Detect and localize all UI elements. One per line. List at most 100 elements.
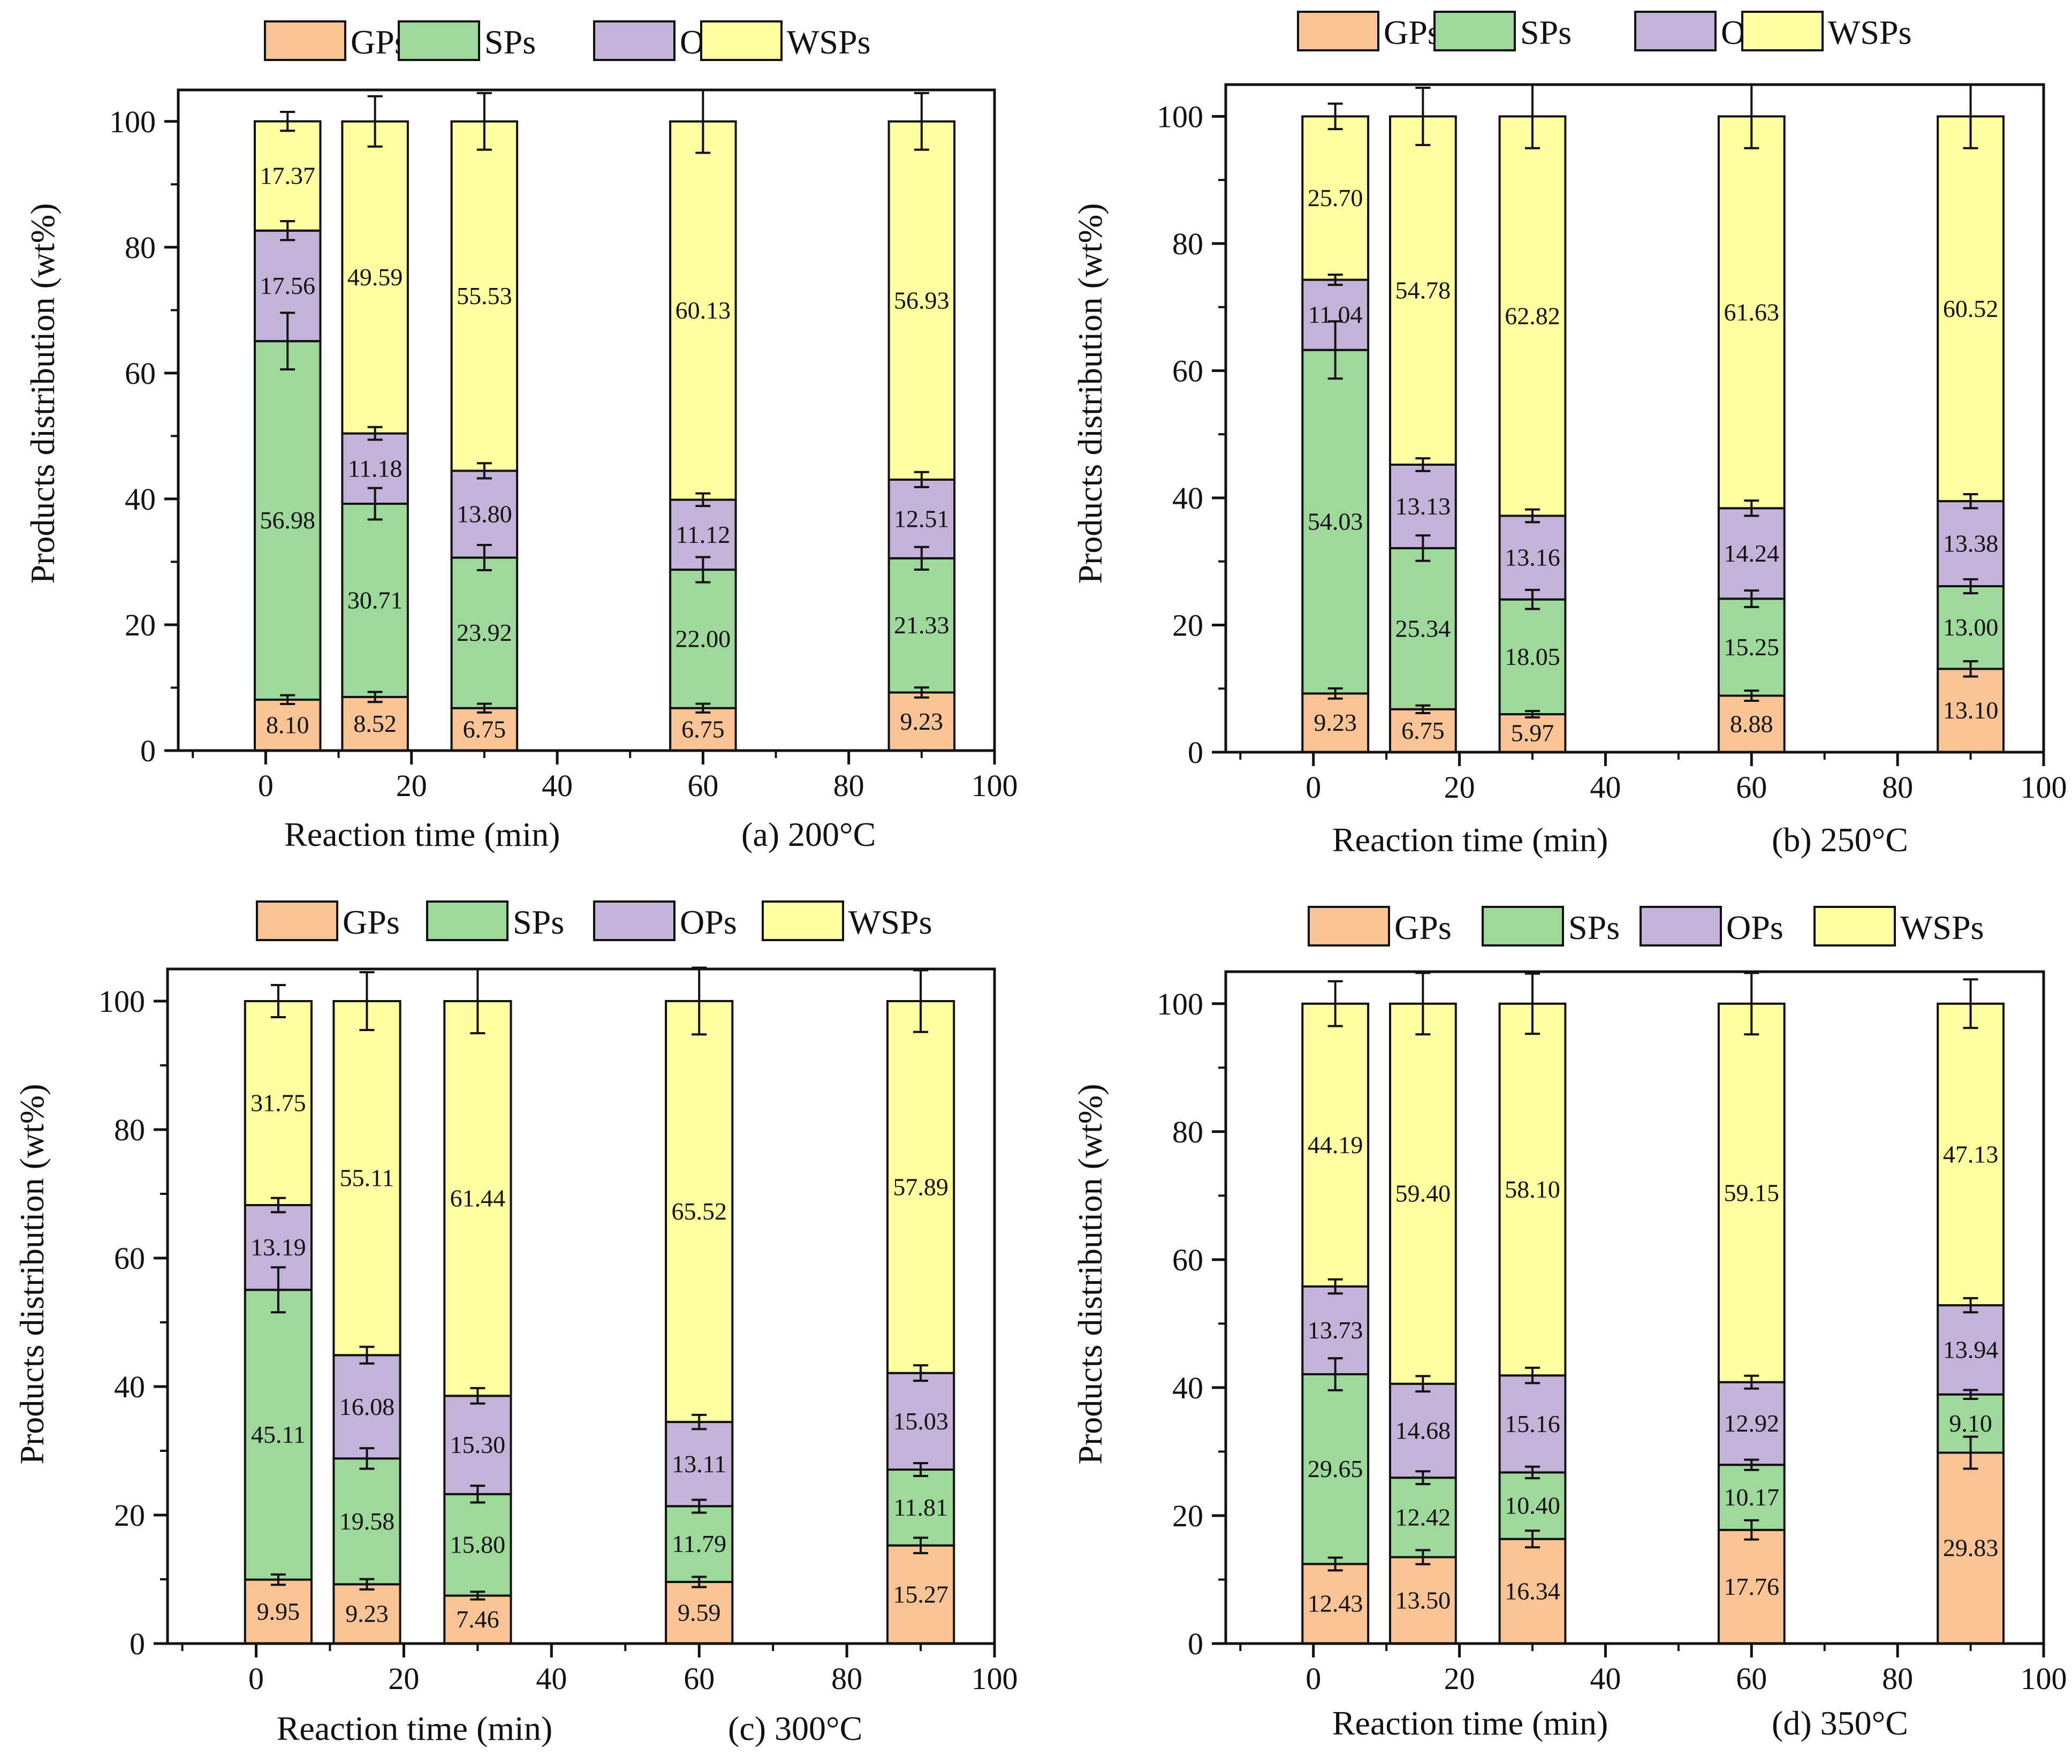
bar-segment-ops [665, 1421, 734, 1508]
legend-swatch-ops [1634, 11, 1717, 51]
y-axis-label: Products distribution (wt%) [1071, 203, 1109, 584]
bar-segment-gps [254, 698, 322, 752]
x-axis-label: Reaction time (min) [1332, 821, 1608, 859]
data-label: 8.10 [266, 711, 309, 738]
x-tick-label: 20 [1444, 1661, 1475, 1696]
data-label: 9.10 [1949, 1410, 1992, 1437]
plot-frame [1224, 83, 2045, 754]
y-axis-label: Products distribution (wt%) [24, 203, 62, 584]
data-label: 16.08 [339, 1393, 395, 1420]
bar-segment-wsps [1389, 1002, 1457, 1385]
data-label: 54.78 [1395, 277, 1451, 304]
data-label: 45.11 [251, 1421, 306, 1448]
data-label: 61.63 [1724, 298, 1780, 325]
bar-segment-sps [254, 340, 322, 701]
chart-panel-4: 12.43 29.65 13.73 44.19 13.50 12.42 14.68 59.40… [1071, 906, 2067, 1742]
legend-swatch-wsps [700, 20, 783, 61]
x-axis-label: Reaction time (min) [277, 1709, 552, 1747]
data-label: 25.34 [1395, 615, 1451, 642]
bar-segment-wsps [1937, 115, 2005, 503]
data-label: 12.51 [894, 505, 950, 532]
data-label: 59.15 [1724, 1179, 1780, 1206]
panel-caption: (a) 200°C [741, 815, 876, 853]
bar-segment-sps [887, 557, 956, 694]
legend-label-gps: GPs [1384, 13, 1441, 51]
data-label: 18.05 [1505, 643, 1560, 670]
bar-segment-sps [450, 556, 519, 709]
y-tick-label: 0 [1188, 1626, 1203, 1661]
data-label: 9.23 [345, 1600, 389, 1627]
y-tick-label: 40 [114, 1369, 145, 1404]
data-label: 8.88 [1730, 710, 1773, 737]
y-tick-label: 40 [125, 482, 156, 517]
legend-label-gps: GPs [343, 903, 400, 941]
data-label: 11.12 [676, 521, 731, 548]
bar-segment-wsps [665, 1000, 734, 1424]
legend-swatch-sps [1433, 11, 1516, 51]
y-tick-label: 100 [109, 104, 156, 139]
x-axis-label: Reaction time (min) [284, 815, 560, 853]
data-label: 12.42 [1395, 1503, 1451, 1531]
data-label: 8.52 [353, 710, 397, 737]
legend-swatch-wsps [1813, 906, 1896, 947]
data-label: 6.75 [463, 715, 506, 743]
data-label: 9.23 [1314, 709, 1357, 736]
bar-segment-ops [1498, 1374, 1567, 1474]
bar-segment-gps [1498, 713, 1567, 753]
y-tick-label: 0 [140, 733, 156, 768]
x-tick-label: 100 [972, 768, 1018, 803]
data-label: 17.37 [260, 162, 315, 190]
legend-swatch-gps [256, 900, 338, 941]
data-label: 15.25 [1724, 633, 1780, 661]
data-label: 15.27 [893, 1580, 948, 1608]
data-label: 15.03 [893, 1407, 948, 1435]
data-label: 55.53 [457, 282, 512, 309]
data-label: 65.52 [671, 1198, 727, 1225]
bar-segment-sps [1717, 597, 1786, 697]
data-label: 6.75 [1401, 717, 1445, 744]
bar-segment-sps [244, 1289, 313, 1581]
y-tick-label: 100 [1157, 987, 1203, 1021]
data-label: 11.79 [672, 1530, 726, 1557]
x-tick-label: 0 [248, 1661, 264, 1696]
y-tick-label: 60 [114, 1241, 145, 1276]
bar-segment-ops [332, 1354, 401, 1460]
bar-segment-gps [244, 1578, 313, 1645]
data-label: 23.92 [457, 619, 512, 646]
y-tick-label: 40 [1172, 1371, 1203, 1405]
bar-segment-gps [1937, 668, 2005, 754]
data-label: 56.93 [894, 286, 950, 314]
x-tick-label: 80 [831, 1661, 862, 1696]
data-label: 13.50 [1395, 1586, 1451, 1614]
data-label: 10.17 [1724, 1483, 1780, 1511]
legend-swatch-gps [264, 20, 346, 61]
panel-caption: (b) 250°C [1772, 821, 1908, 859]
data-label: 49.59 [347, 263, 403, 291]
data-label: 13.73 [1308, 1316, 1363, 1344]
plot-frame [166, 967, 996, 1645]
data-label: 60.52 [1943, 295, 1999, 322]
data-label: 60.13 [676, 297, 731, 324]
y-tick-label: 60 [125, 356, 156, 391]
bar-segment-ops [1937, 500, 2005, 587]
x-tick-label: 80 [1882, 770, 1913, 805]
data-label: 9.23 [900, 708, 944, 735]
x-tick-label: 60 [1736, 770, 1767, 805]
bar-segment-gps [665, 1580, 734, 1645]
bar-segment-gps [332, 1583, 401, 1645]
bar-segment-wsps [341, 120, 409, 435]
data-label: 22.00 [676, 625, 731, 652]
legend-label-gps: GPs [1394, 909, 1452, 947]
chart-panel-3: 9.95 45.11 13.19 31.75 9.23 19.58 16.08 55.11 7.… [13, 900, 1018, 1747]
data-label: 31.75 [251, 1089, 306, 1117]
data-label: 15.80 [450, 1531, 506, 1558]
legend-label-sps: SPs [513, 903, 564, 941]
plot-frame [177, 88, 996, 752]
bar-segment-wsps [1937, 1002, 2005, 1307]
data-label: 56.98 [260, 506, 315, 534]
data-label: 59.40 [1395, 1180, 1451, 1207]
data-label: 13.00 [1943, 614, 1999, 641]
data-label: 13.11 [672, 1450, 726, 1478]
y-tick-label: 20 [125, 608, 156, 642]
bar-segment-sps [1389, 1477, 1457, 1558]
